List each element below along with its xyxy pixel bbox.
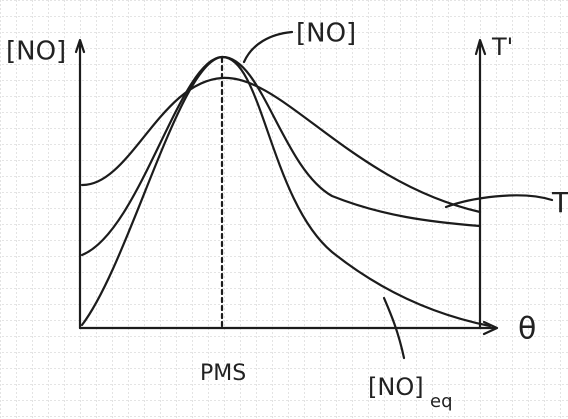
no-eq-label: [NO] bbox=[368, 373, 424, 401]
no-curve bbox=[80, 55, 482, 257]
eq-leader bbox=[382, 296, 406, 360]
no-eq-subscript: eq bbox=[430, 391, 453, 412]
left-axis bbox=[74, 38, 86, 330]
no-curve-label: [NO] bbox=[296, 19, 356, 49]
no-leader bbox=[242, 30, 294, 64]
t-curve-label: T bbox=[551, 186, 568, 219]
pms-label: PMS bbox=[200, 361, 246, 386]
t-leader bbox=[444, 194, 554, 209]
no-eq-curve bbox=[80, 55, 492, 328]
x-axis bbox=[78, 320, 499, 336]
x-axis-label: θ bbox=[518, 312, 536, 347]
right-axis bbox=[474, 38, 487, 330]
t-curve bbox=[80, 76, 482, 214]
right-axis-label: T' bbox=[491, 33, 513, 61]
left-axis-label: [NO] bbox=[6, 37, 66, 67]
